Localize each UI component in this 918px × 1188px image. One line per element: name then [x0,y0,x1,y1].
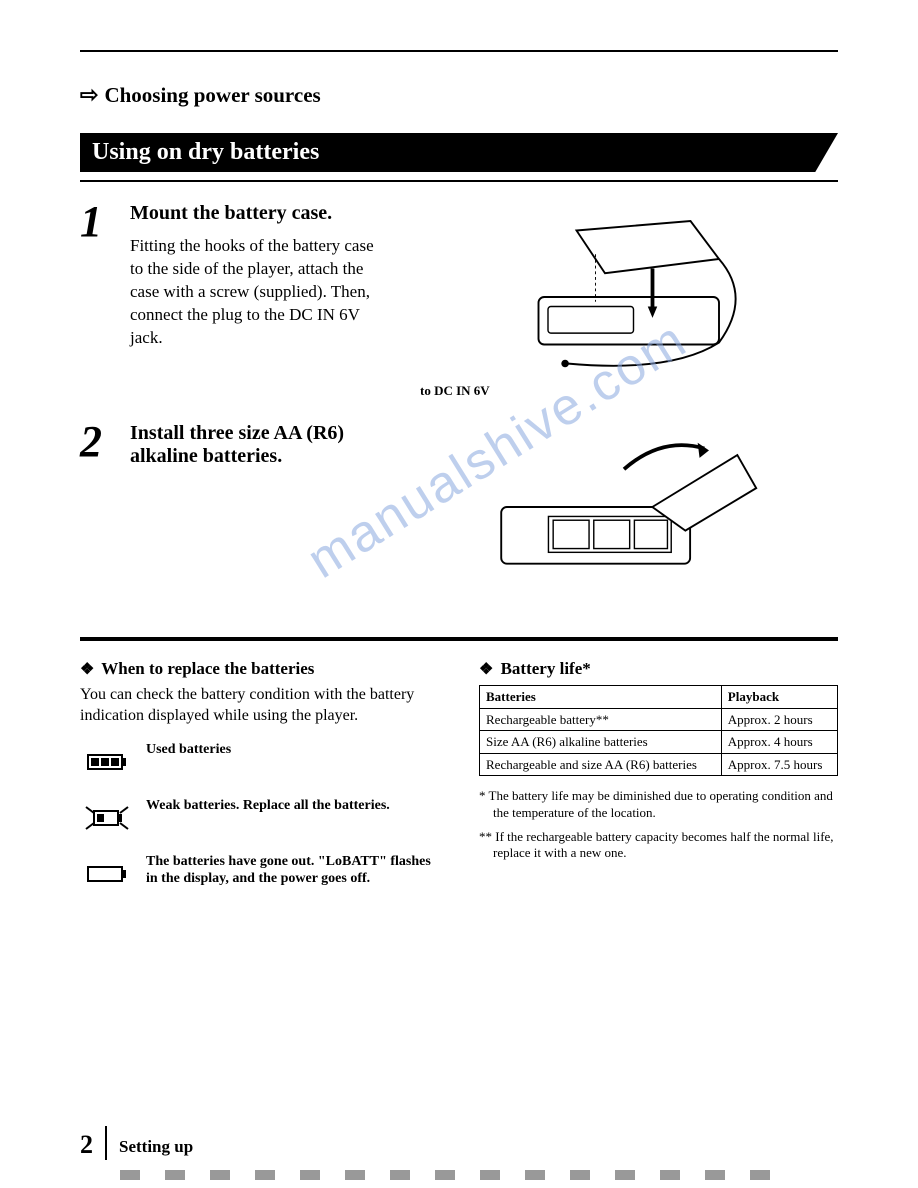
battery-state-item: The batteries have gone out. "LoBATT" fl… [80,853,439,895]
info-columns: ❖ When to replace the batteries You can … [80,659,838,895]
battery-empty-icon [80,853,134,895]
battery-state-label: Weak batteries. Replace all the batterie… [146,797,390,815]
info-heading: ❖ Battery life* [479,659,838,679]
divider-rule [80,180,838,182]
breadcrumb: ⇨ Choosing power sources [80,82,838,108]
battery-life-table: Batteries Playback Rechargeable battery*… [479,685,838,776]
table-header-cell: Playback [721,686,837,709]
battery-state-item: Used batteries [80,741,439,783]
table-row: Rechargeable and size AA (R6) batteries … [480,753,838,776]
info-heading-text: Battery life* [501,659,591,678]
battery-state-label: The batteries have gone out. "LoBATT" fl… [146,853,439,888]
battery-states-list: Used batteries Weak batteries. Replace a… [80,741,439,895]
step-title: Install three size AA (R6) alkaline batt… [130,422,390,468]
arrow-right-icon: ⇨ [80,82,98,108]
table-cell: Approx. 2 hours [721,708,837,731]
top-rule [80,50,838,52]
table-cell: Rechargeable and size AA (R6) batteries [480,753,722,776]
step-illustration [410,422,838,612]
battery-state-label: Used batteries [146,741,231,759]
battery-state-item: Weak batteries. Replace all the batterie… [80,797,439,839]
step-1: 1 Mount the battery case. Fitting the ho… [80,202,838,397]
table-header-cell: Batteries [480,686,722,709]
step-number: 2 [80,422,112,612]
footer-section-label: Setting up [119,1137,193,1160]
page-footer: 2 Setting up [80,1126,193,1160]
tip-icon: ❖ [479,661,493,678]
step-2: 2 Install three size AA (R6) alkaline ba… [80,422,838,612]
illustration-caption: to DC IN 6V [420,383,490,399]
step-number: 1 [80,202,112,397]
step-illustration: to DC IN 6V [410,202,838,397]
table-row: Size AA (R6) alkaline batteries Approx. … [480,731,838,754]
tip-icon: ❖ [80,661,94,678]
section-divider [80,637,838,641]
breadcrumb-text: Choosing power sources [104,83,320,108]
footnote: * The battery life may be diminished due… [479,788,838,821]
section-banner: Using on dry batteries [80,133,838,172]
footnote: ** If the rechargeable battery capacity … [479,829,838,862]
battery-weak-icon [80,797,134,839]
step-title: Mount the battery case. [130,202,390,225]
table-row: Rechargeable battery** Approx. 2 hours [480,708,838,731]
scan-artifact [120,1170,770,1180]
battery-full-icon [80,741,134,783]
info-body: You can check the battery condition with… [80,685,439,727]
battery-life-column: ❖ Battery life* Batteries Playback Recha… [479,659,838,895]
step-body: Fitting the hooks of the battery case to… [130,235,390,350]
table-cell: Approx. 7.5 hours [721,753,837,776]
table-cell: Approx. 4 hours [721,731,837,754]
page-number: 2 [80,1130,93,1160]
table-cell: Rechargeable battery** [480,708,722,731]
footer-divider [105,1126,107,1160]
table-header-row: Batteries Playback [480,686,838,709]
table-cell: Size AA (R6) alkaline batteries [480,731,722,754]
replace-batteries-column: ❖ When to replace the batteries You can … [80,659,439,895]
info-heading-text: When to replace the batteries [101,659,314,678]
info-heading: ❖ When to replace the batteries [80,659,439,679]
